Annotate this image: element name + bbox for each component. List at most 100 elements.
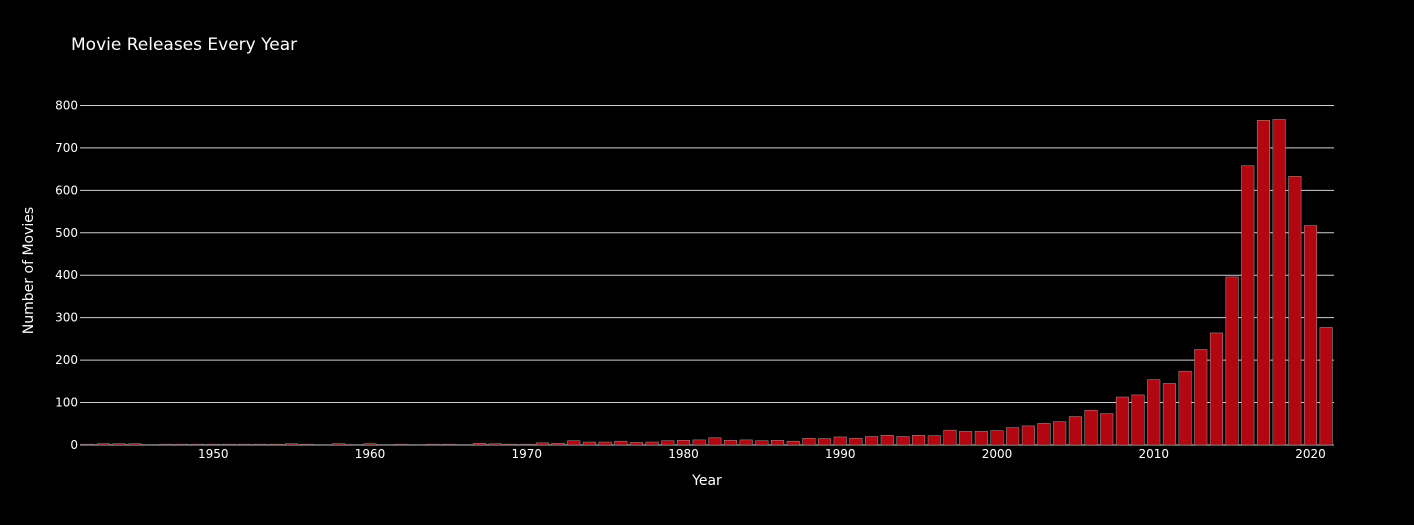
- bar-1989: [818, 438, 832, 446]
- x-tick-label: 1980: [668, 447, 699, 461]
- bar-2006: [1084, 409, 1098, 446]
- bar-1969: [504, 443, 518, 446]
- bar-2019: [1288, 176, 1302, 446]
- bar-1997: [943, 429, 957, 446]
- bar-1980: [676, 440, 691, 446]
- x-tick-label: 1970: [511, 447, 542, 461]
- bar-1992: [865, 436, 879, 446]
- bar-1949: [191, 443, 205, 446]
- bar-1944: [112, 443, 126, 446]
- bar-1958: [332, 443, 346, 446]
- bar-2018: [1272, 119, 1286, 446]
- x-axis-title: Year: [691, 473, 722, 489]
- bar-1991: [849, 437, 863, 446]
- chart-title: Movie Releases Every Year: [71, 35, 297, 55]
- y-tick-label: 800: [55, 98, 78, 112]
- bar-1994: [896, 436, 910, 446]
- bar-1984: [739, 439, 753, 446]
- bar-1956: [300, 443, 314, 446]
- bar-1962: [394, 443, 408, 446]
- bar-1987: [786, 440, 800, 446]
- bar-1943: [96, 443, 111, 446]
- bar-2000: [990, 430, 1004, 446]
- bar-2004: [1053, 421, 1067, 446]
- x-tick-label: 1950: [198, 447, 229, 461]
- bar-1967: [473, 443, 487, 446]
- bar-2007: [1100, 413, 1114, 446]
- bar-1954: [269, 443, 283, 446]
- bar-2005: [1068, 416, 1082, 446]
- y-tick-label: 700: [55, 141, 78, 155]
- bar-2003: [1037, 423, 1051, 446]
- gridlines: [80, 104, 1334, 446]
- bar-1952: [238, 443, 252, 446]
- bar-1986: [771, 440, 785, 446]
- bar-1979: [661, 440, 675, 446]
- bar-1942: [81, 443, 95, 446]
- bar-1965: [441, 443, 455, 446]
- bar-2017: [1256, 120, 1270, 446]
- bar-2016: [1241, 165, 1255, 446]
- x-tick-label: 2020: [1295, 447, 1326, 461]
- bar-1975: [598, 441, 612, 446]
- y-tick-label: 200: [55, 353, 78, 367]
- x-tick-label: 1990: [825, 447, 856, 461]
- x-tick-label: 2010: [1138, 447, 1169, 461]
- bar-1993: [880, 434, 894, 446]
- bar-1983: [723, 440, 738, 446]
- bar-1998: [959, 431, 973, 446]
- bar-2013: [1194, 349, 1208, 446]
- bar-2001: [1006, 427, 1020, 446]
- bar-1995: [912, 434, 926, 446]
- bar-1968: [488, 443, 502, 446]
- y-tick-label: 500: [55, 226, 78, 240]
- bar-1964: [426, 443, 440, 446]
- bar-1955: [285, 443, 299, 446]
- y-tick-label: 100: [55, 396, 78, 410]
- bar-1945: [128, 443, 142, 446]
- bar-1981: [692, 439, 706, 446]
- bar-1970: [520, 443, 534, 446]
- y-tick-labels: 0 100 200 300 400 500 600 700 800: [55, 98, 78, 452]
- y-tick-label: 0: [70, 438, 78, 452]
- bar-1978: [645, 441, 659, 446]
- bar-1977: [629, 442, 643, 446]
- bar-2011: [1162, 383, 1176, 446]
- bar-1960: [363, 443, 377, 446]
- x-tick-label: 2000: [982, 447, 1013, 461]
- bar-1974: [582, 441, 596, 446]
- bar-1990: [833, 436, 847, 446]
- y-tick-label: 600: [55, 183, 78, 197]
- bar-2015: [1225, 276, 1239, 446]
- bar-1951: [222, 443, 236, 446]
- bar-1947: [159, 443, 173, 446]
- bar-1982: [708, 437, 722, 446]
- bar-1971: [535, 442, 549, 446]
- bar-1999: [974, 431, 988, 446]
- x-tick-labels: 1950 1960 1970 1980 1990 2000 2010 2020: [198, 447, 1326, 461]
- y-tick-label: 300: [55, 311, 78, 325]
- bar-2014: [1209, 332, 1223, 446]
- bar-2008: [1115, 396, 1129, 446]
- y-tick-label: 400: [55, 268, 78, 282]
- bar-2002: [1021, 425, 1035, 446]
- bar-1948: [175, 443, 189, 446]
- bar-2021: [1319, 327, 1333, 446]
- x-tick-label: 1960: [355, 447, 386, 461]
- bar-1953: [253, 443, 267, 446]
- bars: [81, 119, 1333, 446]
- y-axis-title: Number of Movies: [21, 207, 37, 334]
- bar-1972: [551, 443, 565, 446]
- bar-1950: [206, 443, 220, 446]
- bar-2009: [1131, 394, 1145, 446]
- bar-1985: [755, 440, 769, 446]
- bar-2012: [1178, 370, 1192, 446]
- bar-2020: [1303, 225, 1318, 446]
- bar-1988: [802, 437, 816, 446]
- bar-2010: [1147, 379, 1161, 446]
- bar-1973: [567, 440, 581, 446]
- bar-1976: [614, 440, 628, 446]
- bar-1996: [927, 435, 941, 446]
